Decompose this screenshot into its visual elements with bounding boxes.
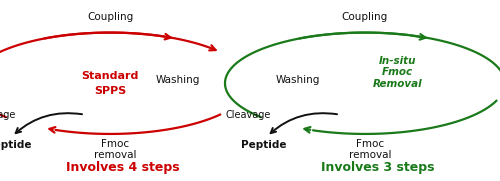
Text: Peptide: Peptide — [0, 140, 32, 150]
Text: Coupling: Coupling — [342, 12, 388, 22]
Text: Fmoc
removal: Fmoc removal — [94, 138, 136, 160]
Text: Peptide: Peptide — [242, 140, 287, 150]
Text: Involves 4 steps: Involves 4 steps — [66, 161, 180, 174]
Text: Involves 3 steps: Involves 3 steps — [321, 161, 434, 174]
Text: In-situ
Fmoc
Removal: In-situ Fmoc Removal — [372, 56, 422, 89]
Text: Washing: Washing — [276, 75, 320, 85]
Text: SPPS: SPPS — [94, 85, 126, 96]
Text: Coupling: Coupling — [87, 12, 133, 22]
Text: Cleavage: Cleavage — [0, 110, 16, 120]
Text: Washing: Washing — [156, 75, 200, 85]
Text: Cleavage: Cleavage — [226, 110, 271, 120]
Text: Fmoc
removal: Fmoc removal — [349, 138, 391, 160]
Text: Standard: Standard — [82, 71, 138, 81]
